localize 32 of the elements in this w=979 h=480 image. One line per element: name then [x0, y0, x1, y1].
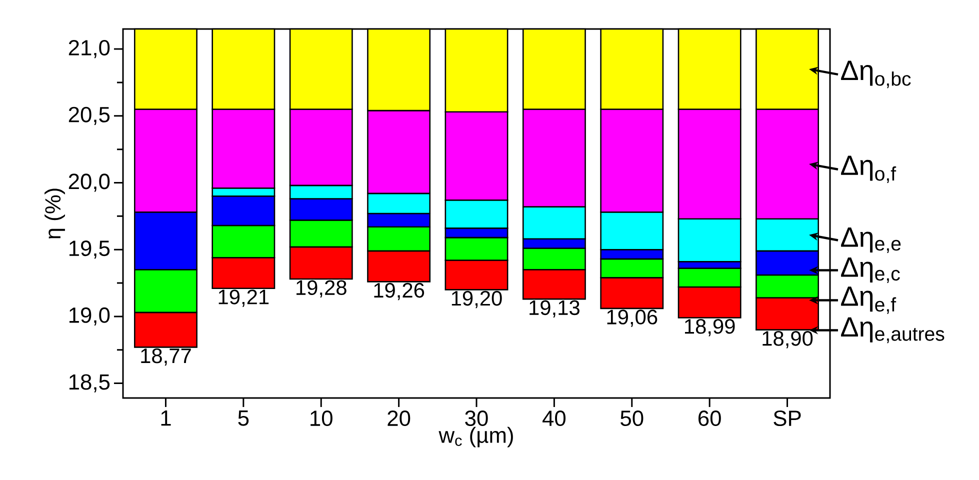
annotation: 19,20 [452, 290, 502, 308]
annotation: 19,28 [296, 280, 346, 298]
annotation: 19,26 [374, 282, 424, 300]
legend-label: Δη$_{o,bc}$ [841, 60, 911, 88]
annotation: 19,21 [218, 290, 269, 307]
legend-label: Δη$_{o,f}$ [841, 156, 896, 184]
x-tick-label: SP [774, 410, 801, 426]
y-tick-label: 18,5 [69, 374, 110, 392]
y-axis-title: η (%) [44, 188, 65, 239]
annotation: 19,06 [607, 310, 658, 327]
legend-label: Δη$_{e,c}$ [841, 258, 900, 283]
x-tick-label: 10 [310, 410, 332, 426]
legend-label: Δη$_{e,f}$ [841, 286, 896, 314]
annotation: 18,77 [141, 348, 191, 366]
y-tick-label: 21,0 [68, 40, 110, 58]
x-axis-title: w$_{c}$ (µm) [438, 426, 513, 448]
x-tick-label: 1 [161, 410, 171, 426]
y-tick-label: 20,0 [68, 174, 110, 192]
x-tick-label: 40 [542, 410, 566, 426]
x-tick-label: 30 [465, 410, 488, 426]
y-tick-label: 19,5 [69, 240, 110, 259]
x-tick-label: 60 [698, 410, 721, 426]
y-tick-label: 20,5 [68, 106, 110, 125]
y-tick-label: 19,0 [69, 307, 110, 326]
annotation: 18,99 [684, 318, 735, 336]
x-tick-label: 5 [238, 410, 249, 426]
x-tick-label: 50 [620, 410, 644, 426]
annotation: 19,13 [530, 300, 580, 318]
legend-label: Δη$_{e,autres}$ [841, 317, 944, 344]
annotation: 18,90 [762, 331, 813, 348]
legend-label: Δη$_{e,e}$ [841, 228, 901, 253]
x-tick-label: 20 [388, 410, 410, 426]
